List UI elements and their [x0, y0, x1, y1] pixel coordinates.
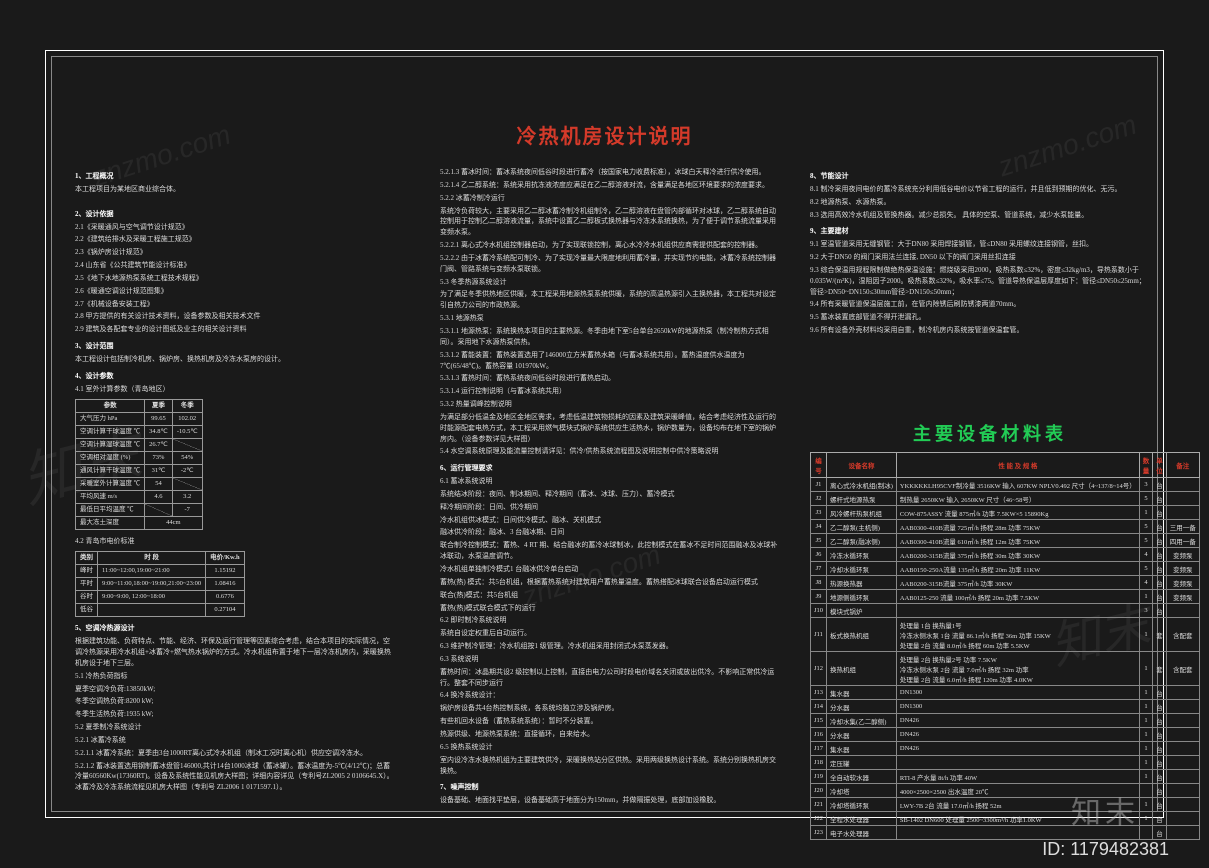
p: 蓄热时间：冰晶期共设2 级控制以上控制，直接由电力公司时段电价域名关闭或放出供冷…: [440, 667, 780, 689]
p: 9.5 蓄冰装置底部管道不得开泄漏孔。: [810, 312, 1150, 323]
p: 5.2.1.3 蓄冰时间：蓄冰系统夜间低谷时段进行蓄冷（按国家电力收费标准），冰…: [440, 167, 780, 178]
sec6-head: 6、运行管理要求: [440, 463, 780, 474]
p: 5.2.1 冰蓄冷系统: [75, 735, 395, 746]
p: 冬季生活热负荷:1935 kW;: [75, 709, 395, 720]
brand-mark: 知末: [1071, 788, 1139, 832]
p: 联合(热)模式：共5台机组: [440, 590, 780, 601]
p: 5.2.2.2 由于冰蓄冷系统配可制冷、为了实现冷量最大限度地利用蓄冷量，并实现…: [440, 253, 780, 275]
p: 为满足部分低温金及地区金地区需求，考虑低温建筑物损耗的因素及建筑采暖峰值，结合考…: [440, 412, 780, 445]
p: 5.3.1.1 地源热泵：系统换热本项目的主要热源。冬季由地下室5台单台2650…: [440, 326, 780, 348]
p: 5.2.1.2 蓄冰装置选用钢制蓄冰盘管146000,共计14台1000冰球（蓄…: [75, 761, 395, 794]
p: 有些机回水设备（蓄热系统系统）：暂时不分装置。: [440, 716, 780, 727]
p: 6.3 维护制冷管理：冷水机组按1 级管理。冷水机组采用封闭式水泵蒸发器。: [440, 641, 780, 652]
p: 5.3.1.2 蓄能装置：蓄热装置选用了146000立方米蓄热水箱（与蓄冰系统共…: [440, 350, 780, 372]
p: 5.1 冷热负荷指标: [75, 671, 395, 682]
p: 5.2.2 冰蓄冷制冷运行: [440, 193, 780, 204]
p: 6.3 系统说明: [440, 654, 780, 665]
p: 5.3.1.4 运行控制说明（与蓄冰系统共用）: [440, 386, 780, 397]
p: 6.4 换冷系统设计：: [440, 690, 780, 701]
p: 系统冷负荷较大，主要采用乙二醇冰蓄冷制冷机组制冷，乙二醇溶液在盘管内部循环对冰球…: [440, 206, 780, 239]
p: 系统结冰阶段：夜间、制冰期间、释冷期间（蓄冰、冰球、压力）、蓄冷模式: [440, 489, 780, 500]
p: 9.6 所有设备外壳材料均采用自重，制冷机房内系统按管道保温套管。: [810, 325, 1150, 336]
sec3-head: 3、设计范围: [75, 341, 395, 352]
p: 9.2 大于DN50 的阀门采用法兰连接, DN50 以下的阀门采用丝扣连接: [810, 252, 1150, 263]
sec1-head: 1、工程概况: [75, 171, 395, 182]
p: 为了满足冬季供热地区供暖，本工程采用地源热泵系统供暖，系统的高温热源引入主换热器…: [440, 289, 780, 311]
equipment-title: 主要设备材料表: [810, 420, 1170, 446]
p: 2.4 山东省《公共建筑节能设计标准》: [75, 260, 395, 271]
p: 8.2 地源热泵、水源热泵。: [810, 197, 1150, 208]
p: 5.3.2 热量调峰控制说明: [440, 399, 780, 410]
p: 2.1《采暖通风与空气调节设计规范》: [75, 222, 395, 233]
p: 2.7《机械设备安装工程》: [75, 299, 395, 310]
p: 2.6《暖通空调设计规范图集》: [75, 286, 395, 297]
p: 设备基础、地面找平垫层，设备基础高于地面分为150mm，并做隔振处理，底部加设橡…: [440, 795, 780, 806]
p: 8.3 选用高效冷水机组及管换热器。减少总损失。 具体的空泵、管道系统，减少水泵…: [810, 210, 1150, 221]
equipment-table: 编号设备名称性 能 及 规 格数量单位备注J1离心式冷水机组(制冰)YKKKKK…: [810, 452, 1200, 840]
sec5-head: 5、空调冷热源设计: [75, 623, 395, 634]
column-2: 5.2.1.3 蓄冰时间：蓄冰系统夜间低谷时段进行蓄冷（按国家电力收费标准），冰…: [440, 165, 780, 806]
sec9-head: 9、主要建材: [810, 226, 1150, 237]
p: 系统自设定权重后自动运行。: [440, 628, 780, 639]
p: 2.3《锅炉房设计规范》: [75, 247, 395, 258]
p: 8.1 制冷采用夜间电价的蓄冷系统充分利用低谷电价以节省工程的运行，并且低到预期…: [810, 184, 1150, 195]
p: 5.3 冬季热源系统设计: [440, 277, 780, 288]
p: 根据建筑功能、负荷特点、节能、经济、环保及运行管理等因素综合考虑，结合本项目的实…: [75, 636, 395, 669]
p: 联合制冷控制模式：蓄热、4 RT 期、结合融冰的蓄冷冰球制冰，此控制模式在蓄冰不…: [440, 540, 780, 562]
outdoor-params-table: 参数夏季冬季大气压力 hPa99.65102.02空调计算干球温度 ℃34.8℃…: [75, 399, 203, 531]
sec4-head: 4、设计参数: [75, 371, 395, 382]
p: 2.8 甲方提供的有关设计技术资料，设备参数及相关技术文件: [75, 311, 395, 322]
p: 5.3.1 地源热泵: [440, 313, 780, 324]
p: 5.2 夏季制冷系统设计: [75, 722, 395, 733]
column-3: 8、节能设计 8.1 制冷采用夜间电价的蓄冷系统充分利用低谷电价以节省工程的运行…: [810, 165, 1150, 336]
p: 6.5 换热系统设计: [440, 742, 780, 753]
sec1-text: 本工程项目为某地区商业综合体。: [75, 184, 395, 195]
p: 冷水机组供冰模式：日间供冷模式、融冰、关机模式: [440, 515, 780, 526]
sec2-head: 2、设计依据: [75, 209, 395, 220]
sec8-head: 8、节能设计: [810, 171, 1150, 182]
p: 冷水机组单独制冷模式1 台融冰供冷单台启动: [440, 564, 780, 575]
p: 冬季空调热负荷:8200 kW;: [75, 696, 395, 707]
p: 5.4 水空调系统原理及能流量控制请详见：供冷/供热系统流程图及说明控制中供冷策…: [440, 446, 780, 457]
p: 2.9 建筑及各配套专业的设计图纸及业主的相关设计资料: [75, 324, 395, 335]
p: 5.2.1.4 乙二醇系统：系统采用抗冻液浓度应满足在乙二醇溶液对流，含量满足各…: [440, 180, 780, 191]
p: 热源供级、地源热泵系统：直接循环，自来给水。: [440, 729, 780, 740]
p: 5.2.1.1 冰蓄冷系统：夏季由3台1000RT离心式冷水机组（制冰工况时离心…: [75, 748, 395, 759]
p: 6.2 即时制冷系统说明: [440, 615, 780, 626]
main-title: 冷热机房设计说明: [0, 120, 1209, 149]
p: 9.3 综合保温用规程限制做绝热保温设施：燃烧级采用2000，吸热系数≤32%，…: [810, 265, 1150, 298]
p: 6.1 蓄冰系统说明: [440, 476, 780, 487]
p: 室内设冷冻水换热机组为主要建筑供冷，采暖换热站分区供热。采用两级换热设计系统。系…: [440, 755, 780, 777]
p: 释冷期间阶段：日间、供冷期间: [440, 502, 780, 513]
image-id: ID: 1179482381: [1042, 839, 1169, 860]
p: 9.4 所有采暖管道保温层施工前，在管内除锈后刷防锈漆两道70mm。: [810, 299, 1150, 310]
p: 4.1 室外计算参数（青岛地区）: [75, 384, 395, 395]
p: 2.2《建筑给排水及采暖工程施工规范》: [75, 234, 395, 245]
p: 融冰供冷阶段：融冰、3 台融冰期、日间: [440, 527, 780, 538]
p: 2.5《地下水地源热泵系统工程技术规程》: [75, 273, 395, 284]
p: 蓄热(热) 模式：共5台机组，根据蓄热系统对建筑用户蓄热量温度。蓄热搭配冰球联合…: [440, 577, 780, 588]
p: 本工程设计包括制冷机房、锅炉房、换热机房及冷冻水泵房的设计。: [75, 354, 395, 365]
sec7-head: 7、噪声控制: [440, 782, 780, 793]
p: 蓄热(热)模式联合模式下的运行: [440, 603, 780, 614]
p: 锅炉房设备共4台热控制系统，各系统均独立涉及锅炉房。: [440, 703, 780, 714]
electricity-price-table: 类别时 段电价/Kw.h峰时11:00~12:00,19:00~21:001.1…: [75, 551, 245, 617]
column-1: 1、工程概况 本工程项目为某地区商业综合体。 2、设计依据 2.1《采暖通风与空…: [75, 165, 395, 793]
p: 夏季空调冷负荷:13850kW;: [75, 684, 395, 695]
equipment-section: 主要设备材料表 编号设备名称性 能 及 规 格数量单位备注J1离心式冷水机组(制…: [810, 420, 1170, 840]
p: 5.2.2.1 离心式冷水机组控制器启动，为了实现联锁控制，离心水冷冷水机组供应…: [440, 240, 780, 251]
p: 5.3.1.3 蓄热时间：蓄热系统夜间低谷时段进行蓄热启动。: [440, 373, 780, 384]
p: 4.2 青岛市电价标准: [75, 536, 395, 547]
p: 9.1 室温管道采用无缝钢管：大于DN80 采用焊接钢管，管≤DN80 采用螺纹…: [810, 239, 1150, 250]
